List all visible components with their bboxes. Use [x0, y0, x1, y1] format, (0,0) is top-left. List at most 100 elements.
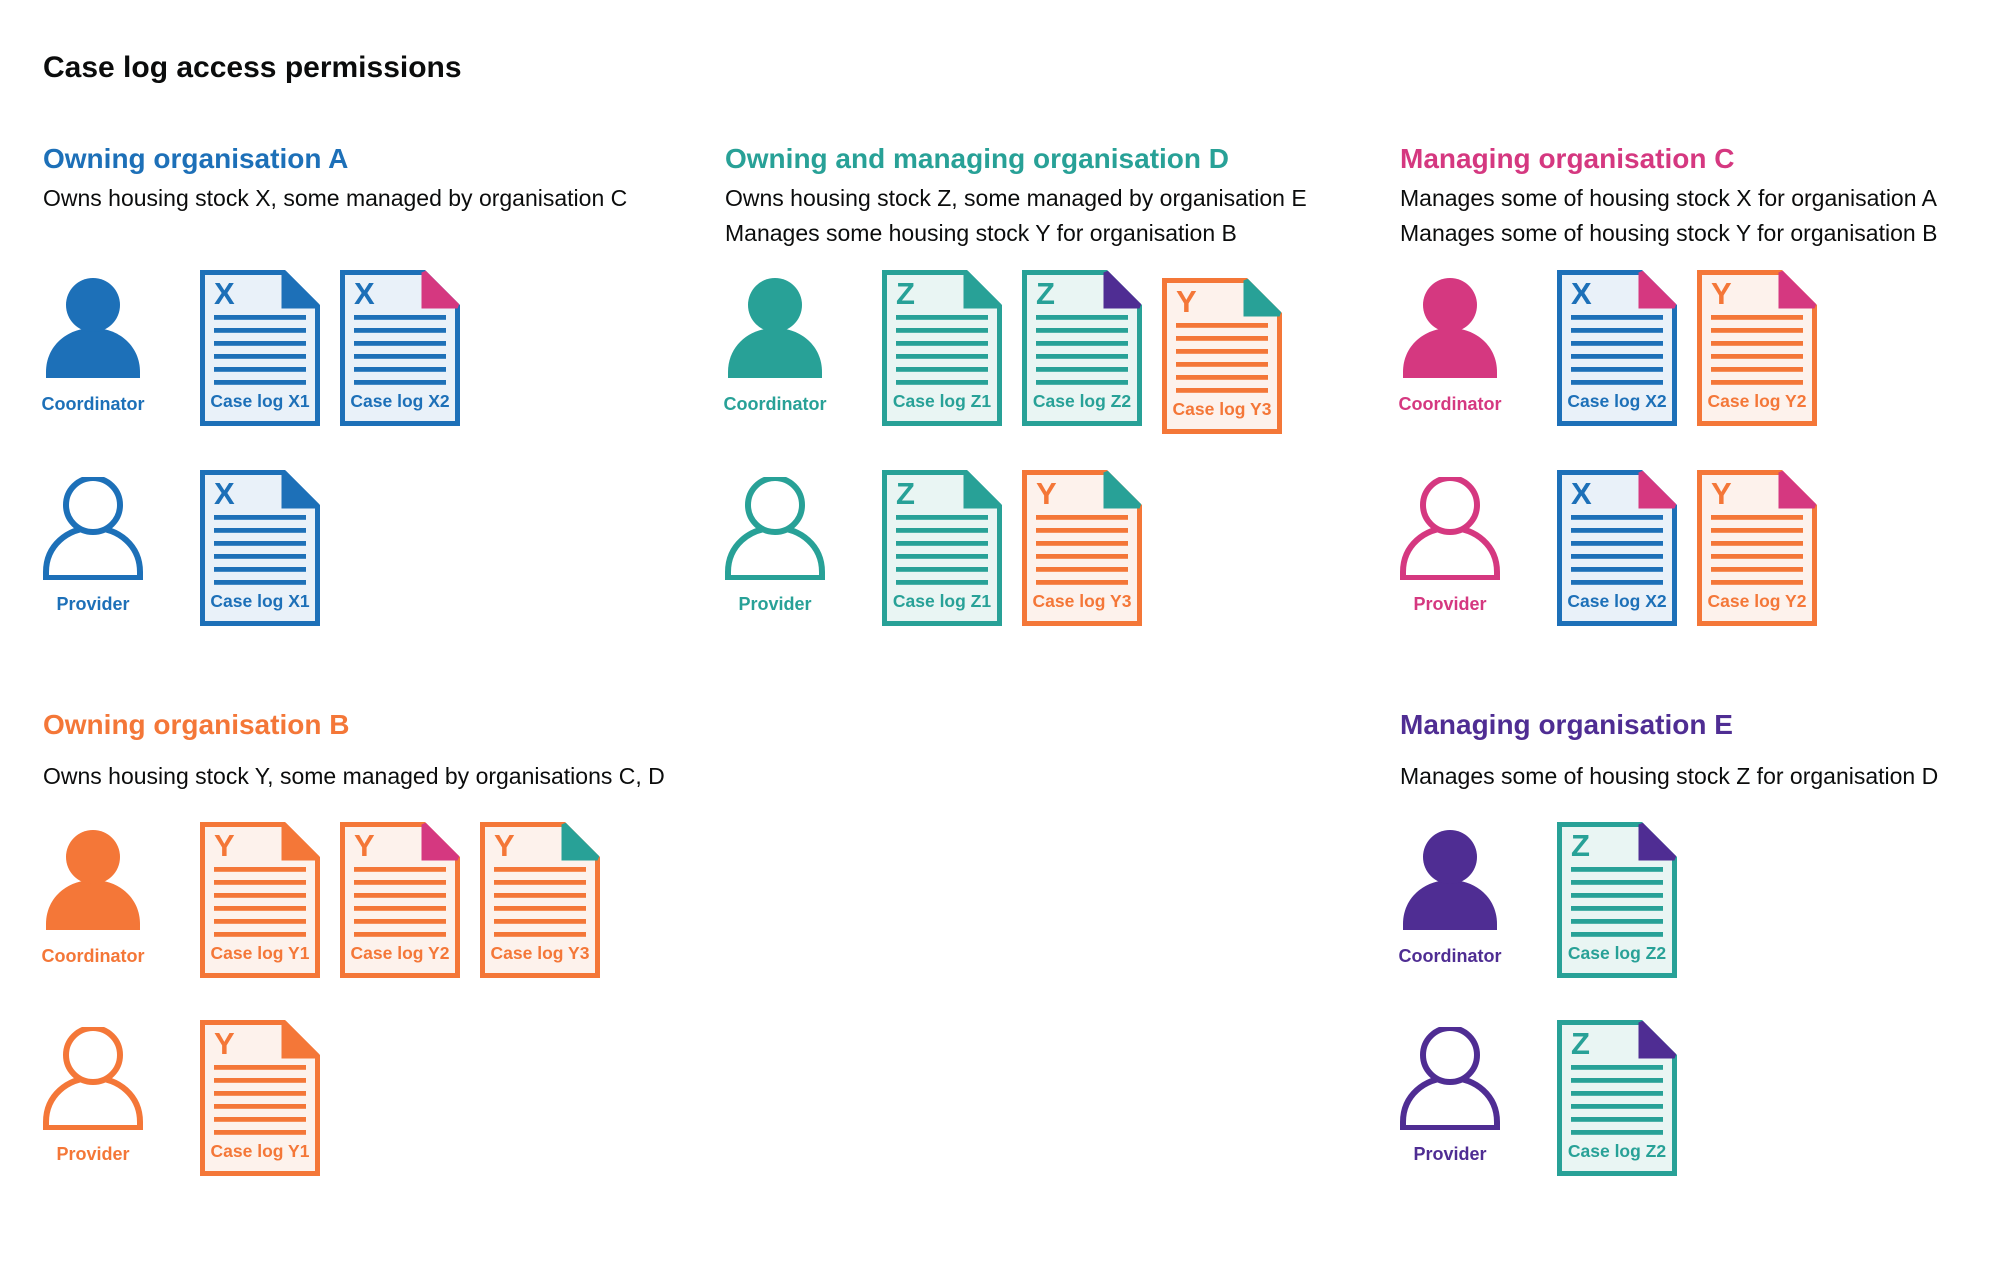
document-icon: Y Case log Y1 — [200, 822, 320, 978]
document-icon: Y Case log Y2 — [1697, 470, 1817, 626]
text-line — [1571, 893, 1663, 898]
stock-letter: Z — [1571, 828, 1590, 863]
provider-block: Provider — [1395, 477, 1505, 615]
text-line — [354, 341, 446, 346]
text-line — [1571, 554, 1663, 559]
text-line — [1571, 1117, 1663, 1122]
text-line — [214, 541, 306, 546]
provider-person-icon — [43, 1027, 143, 1130]
text-line — [1571, 354, 1663, 359]
text-line — [1571, 315, 1663, 320]
stock-letter: X — [354, 276, 375, 311]
provider-person-icon — [1400, 1027, 1500, 1130]
provider-documents: Y Case log Y1 — [200, 1020, 320, 1176]
text-line — [214, 1104, 306, 1109]
provider-block: Provider — [38, 477, 148, 615]
coordinator-label: Coordinator — [723, 394, 827, 414]
section-heading: Managing organisation E — [1400, 709, 1733, 740]
document-icon: Y Case log Y1 — [200, 1020, 320, 1176]
person-head — [66, 278, 120, 332]
text-line — [1176, 336, 1268, 341]
provider-label: Provider — [1413, 1144, 1487, 1164]
text-line — [1571, 1091, 1663, 1096]
stock-letter: Z — [896, 476, 915, 511]
text-line — [214, 515, 306, 520]
case-log-document: X Case log X1 — [200, 270, 320, 426]
text-line — [494, 880, 586, 885]
document-icon: X Case log X2 — [1557, 470, 1677, 626]
case-log-document: Z Case log Z1 — [882, 270, 1002, 426]
text-line — [1711, 567, 1803, 572]
provider-block: Provider — [720, 477, 830, 615]
document-page — [882, 270, 1002, 426]
case-log-document: Z Case log Z1 — [882, 470, 1002, 626]
text-line — [214, 554, 306, 559]
text-line — [1571, 867, 1663, 872]
text-line — [354, 328, 446, 333]
text-line — [1711, 367, 1803, 372]
stock-letter: Z — [1571, 1026, 1590, 1061]
stock-letter: Y — [1176, 284, 1197, 319]
document-icon: X Case log X1 — [200, 270, 320, 426]
text-line — [896, 380, 988, 385]
stock-letter: Z — [896, 276, 915, 311]
document-icon: Z Case log Z2 — [1557, 1020, 1677, 1176]
document-icon: X Case log X2 — [1557, 270, 1677, 426]
text-line — [1036, 341, 1128, 346]
stock-letter: X — [1571, 276, 1592, 311]
folded-corner-icon — [281, 270, 320, 309]
case-log-document: X Case log X2 — [340, 270, 460, 426]
stock-letter: X — [1571, 476, 1592, 511]
case-log-document: Y Case log Y3 — [1162, 278, 1282, 434]
text-line — [1036, 354, 1128, 359]
coordinator-block: Coordinator — [38, 277, 148, 415]
text-line — [214, 380, 306, 385]
subtitle-line: Manages some of housing stock X for orga… — [1400, 185, 1937, 211]
stock-letter: Y — [494, 828, 515, 863]
folded-corner-icon — [1778, 270, 1817, 309]
section-subtitle: Manages some of housing stock Z for orga… — [1400, 759, 1938, 794]
document-page — [480, 822, 600, 978]
case-log-label: Case log Y2 — [1708, 591, 1807, 611]
text-line — [214, 1065, 306, 1070]
text-line — [1571, 580, 1663, 585]
text-line — [1711, 315, 1803, 320]
text-line — [494, 867, 586, 872]
text-line — [1711, 541, 1803, 546]
case-log-label: Case log X2 — [1567, 591, 1666, 611]
case-log-document: Y Case log Y2 — [340, 822, 460, 978]
document-page — [1557, 270, 1677, 426]
text-line — [354, 315, 446, 320]
coordinator-documents: Z Case log Z1 Z Case log Z2 Y — [882, 270, 1282, 434]
document-icon: Z Case log Z1 — [882, 270, 1002, 426]
provider-documents: X Case log X1 — [200, 470, 320, 626]
case-log-document: Y Case log Y2 — [1697, 470, 1817, 626]
case-log-label: Case log X2 — [1567, 391, 1666, 411]
document-icon: Y Case log Y3 — [480, 822, 600, 978]
text-line — [896, 541, 988, 546]
document-icon: Y Case log Y3 — [1022, 470, 1142, 626]
case-log-label: Case log Y2 — [351, 943, 450, 963]
section-heading: Managing organisation C — [1400, 143, 1735, 174]
person-head — [748, 278, 802, 332]
text-line — [896, 554, 988, 559]
text-line — [214, 354, 306, 359]
case-log-label: Case log Z1 — [893, 391, 991, 411]
text-line — [494, 932, 586, 937]
coordinator-documents: X Case log X2 Y Case log Y2 — [1557, 270, 1817, 426]
stock-letter: Y — [354, 828, 375, 863]
folded-corner-icon — [561, 822, 600, 861]
text-line — [494, 906, 586, 911]
case-log-label: Case log Z2 — [1568, 943, 1666, 963]
document-page — [340, 270, 460, 426]
case-log-label: Case log Z2 — [1568, 1141, 1666, 1161]
case-log-document: Y Case log Y1 — [200, 1020, 320, 1176]
folded-corner-icon — [1638, 270, 1677, 309]
text-line — [1571, 906, 1663, 911]
text-line — [214, 328, 306, 333]
text-line — [1176, 375, 1268, 380]
document-page — [1162, 278, 1282, 434]
text-line — [214, 567, 306, 572]
person-body — [1400, 524, 1500, 580]
